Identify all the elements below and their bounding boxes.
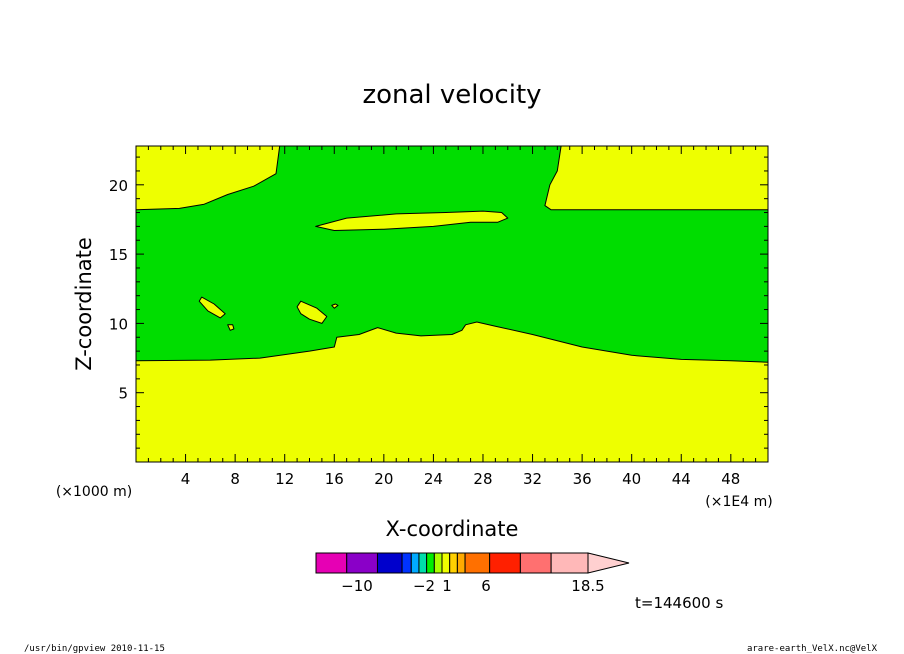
contour-region-small-cell-b <box>227 324 235 331</box>
colorbar-segment <box>433 552 443 574</box>
contour-regions <box>135 145 769 463</box>
x-tick-label: 44 <box>672 470 691 488</box>
plot-frame <box>135 145 769 463</box>
colorbar-segment <box>315 552 348 574</box>
colorbar-segment <box>464 552 491 574</box>
colorbar-segment <box>489 552 521 574</box>
y-axis-label: Z-coordinate <box>72 237 96 371</box>
x-tick-label: 36 <box>573 470 592 488</box>
colorbar-segment <box>376 552 403 574</box>
colorbar-segment <box>519 552 552 574</box>
colorbar-tick-label: −2 <box>413 577 435 595</box>
footer-left: /usr/bin/gpview 2010-11-15 <box>24 644 165 654</box>
colorbar-tick-label: −10 <box>341 577 373 595</box>
y-axis-ticks: 5 10 15 20 <box>109 156 768 449</box>
colorbar-segment <box>418 552 428 574</box>
footer-right: arare-earth_VelX.nc@VelX <box>747 644 878 654</box>
x-tick-label: 48 <box>721 470 740 488</box>
x-unit-label: (×1E4 m) <box>705 494 772 510</box>
chart-title: zonal velocity <box>362 80 541 110</box>
time-label: t=144600 s <box>635 594 723 612</box>
colorbar-segment <box>449 552 458 574</box>
y-tick-label: 20 <box>109 177 128 195</box>
colorbar-segment <box>401 552 412 574</box>
colorbar-tick-label: 6 <box>481 577 491 595</box>
contour-region-small-cell-d <box>331 303 339 309</box>
y-tick-label: 10 <box>109 315 128 333</box>
x-tick-label: 24 <box>424 470 443 488</box>
x-tick-label: 4 <box>181 470 191 488</box>
colorbar-segment <box>456 552 466 574</box>
x-tick-label: 32 <box>523 470 542 488</box>
x-tick-label: 28 <box>473 470 492 488</box>
colorbar-segment <box>346 552 378 574</box>
x-axis-ticks: 4 8 12 16 20 24 28 32 36 40 44 48 <box>147 146 769 488</box>
y-tick-label: 15 <box>109 246 128 264</box>
contour-region-small-cell-a <box>198 296 226 319</box>
colorbar <box>315 552 630 574</box>
x-tick-label: 16 <box>325 470 344 488</box>
x-tick-label: 40 <box>622 470 641 488</box>
y-unit-label: (×1000 m) <box>56 484 132 500</box>
colorbar-tick-label: 18.5 <box>571 577 604 595</box>
contour-region-upper-right <box>544 145 769 211</box>
colorbar-arrow <box>587 552 630 574</box>
colorbar-tick-label: 1 <box>442 577 452 595</box>
y-tick-label: 5 <box>118 385 128 403</box>
colorbar-segment <box>426 552 435 574</box>
contour-region-upper-left <box>135 145 281 211</box>
contour-region-elongated-cell <box>315 210 509 231</box>
contour-region-small-cell-c <box>296 300 328 324</box>
colorbar-segment <box>550 552 589 574</box>
x-tick-label: 20 <box>374 470 393 488</box>
colorbar-segment <box>410 552 420 574</box>
x-tick-label: 8 <box>230 470 240 488</box>
colorbar-segment <box>441 552 451 574</box>
x-tick-label: 12 <box>275 470 294 488</box>
contour-region-lower-layer <box>135 321 769 463</box>
colorbar-labels: −10 −2 1 6 18.5 <box>341 577 605 595</box>
x-axis-label: X-coordinate <box>386 517 519 541</box>
